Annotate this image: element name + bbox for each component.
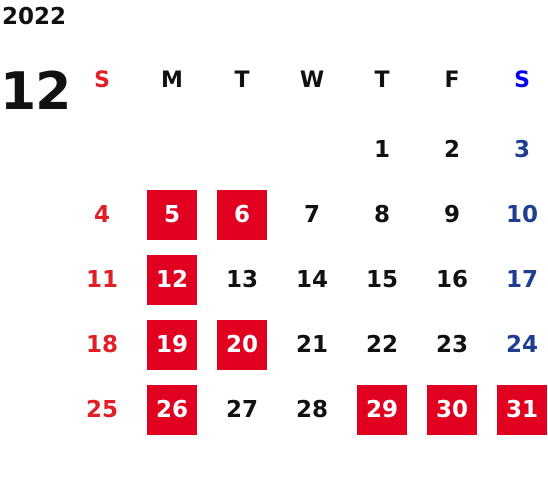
day-cell-25: 25 [85,397,118,423]
weekday-tuesday: T [234,68,250,93]
weekday-thursday: T [374,68,390,93]
day-cell-14: 14 [295,267,328,293]
day-cell-5: 5 [147,190,197,240]
day-cell-11: 11 [85,267,118,293]
day-cell-3: 3 [513,137,530,163]
day-cell-29: 29 [357,385,407,435]
weekday-monday: M [161,68,183,93]
weekday-sunday: S [94,68,110,93]
day-cell-4: 4 [93,202,110,228]
day-cell-31: 31 [497,385,547,435]
day-cell-19: 19 [147,320,197,370]
day-cell-1: 1 [373,137,390,163]
weekday-friday: F [444,68,460,93]
day-cell-13: 13 [225,267,258,293]
day-cell-22: 22 [365,332,398,358]
day-cell-23: 23 [435,332,468,358]
day-cell-12: 12 [147,255,197,305]
day-cell-21: 21 [295,332,328,358]
day-cell-24: 24 [505,332,538,358]
day-cell-27: 27 [225,397,258,423]
day-cell-2: 2 [443,137,460,163]
day-cell-18: 18 [85,332,118,358]
day-cell-9: 9 [443,202,460,228]
day-cell-28: 28 [295,397,328,423]
weekday-wednesday: W [299,68,325,93]
day-cell-10: 10 [505,202,538,228]
day-cell-6: 6 [217,190,267,240]
day-cell-17: 17 [505,267,538,293]
day-cell-15: 15 [365,267,398,293]
day-cell-7: 7 [303,202,320,228]
weekday-saturday: S [514,68,530,93]
day-cell-26: 26 [147,385,197,435]
day-cell-20: 20 [217,320,267,370]
month-number: 12 [0,62,71,122]
day-cell-30: 30 [427,385,477,435]
year-label: 2022 [2,4,67,30]
day-cell-16: 16 [435,267,468,293]
day-cell-8: 8 [373,202,390,228]
